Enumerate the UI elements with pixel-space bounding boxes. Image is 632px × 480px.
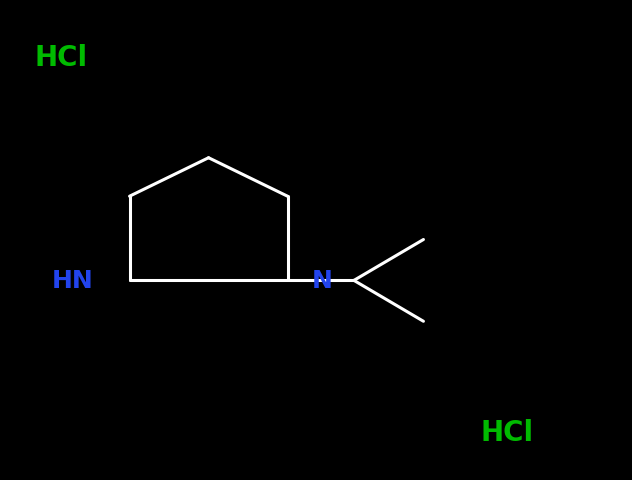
Text: N: N — [312, 269, 333, 293]
Text: HCl: HCl — [480, 418, 533, 446]
Text: HN: HN — [52, 269, 94, 293]
Text: HCl: HCl — [35, 44, 88, 72]
